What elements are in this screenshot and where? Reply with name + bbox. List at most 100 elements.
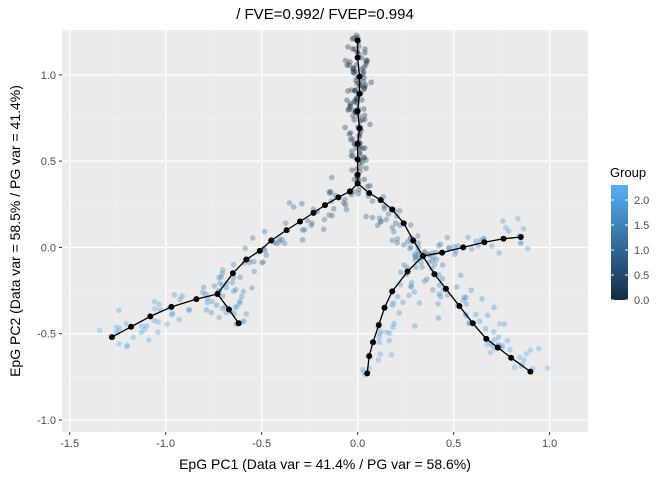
graph-node — [366, 190, 373, 197]
data-point — [329, 212, 335, 219]
data-point — [359, 66, 365, 72]
data-point — [497, 320, 503, 327]
data-point — [412, 323, 418, 329]
data-point — [377, 219, 384, 225]
data-point — [218, 274, 224, 280]
data-point — [346, 106, 352, 112]
data-point — [169, 310, 176, 317]
data-point — [203, 307, 210, 313]
data-point — [436, 291, 442, 297]
data-point — [342, 124, 348, 131]
graph-node — [356, 125, 363, 132]
graph-edge — [232, 259, 247, 274]
graph-edge — [383, 291, 393, 309]
graph-node — [400, 220, 407, 227]
data-point — [439, 275, 446, 282]
graph-edge — [407, 255, 424, 273]
data-point — [361, 106, 367, 112]
graph-edge — [391, 271, 409, 292]
graph-edge — [433, 273, 447, 290]
data-point — [351, 87, 358, 94]
data-point — [376, 330, 383, 337]
data-point — [242, 245, 249, 251]
legend-tick-label: 1.0 — [634, 245, 649, 257]
data-point — [164, 321, 170, 328]
x-tick-label: 0.5 — [446, 438, 461, 450]
graph-node — [404, 268, 411, 275]
data-point — [230, 261, 237, 268]
data-point — [418, 259, 424, 266]
data-point — [351, 69, 357, 76]
data-point — [156, 301, 162, 308]
data-point — [363, 157, 369, 163]
chart-title: / FVE=0.992/ FVEP=0.994 — [236, 6, 414, 23]
data-point — [262, 247, 268, 254]
data-point — [351, 46, 358, 52]
graph-node — [322, 202, 328, 209]
data-point — [463, 294, 469, 301]
x-tick-label: 0.0 — [350, 438, 365, 450]
data-point — [359, 97, 365, 103]
data-point — [391, 228, 397, 235]
data-point — [241, 318, 247, 324]
data-point — [408, 283, 414, 290]
data-point — [396, 310, 402, 316]
data-point — [453, 284, 460, 290]
data-point — [520, 225, 527, 232]
graph-node — [369, 339, 376, 346]
graph-node — [375, 322, 382, 329]
graph-node — [366, 353, 373, 360]
data-point — [490, 329, 497, 335]
data-point — [326, 190, 333, 196]
graph-edge — [458, 305, 474, 324]
data-point — [352, 68, 359, 75]
data-point — [517, 240, 524, 246]
data-point — [444, 234, 451, 241]
graph-node — [268, 237, 275, 244]
graph-edge — [422, 251, 443, 257]
data-point — [451, 243, 457, 250]
graph-node — [226, 306, 233, 313]
graph-node — [442, 285, 449, 292]
data-point — [340, 200, 347, 206]
data-point — [345, 44, 351, 50]
data-point — [259, 259, 265, 266]
data-point — [482, 325, 489, 332]
graph-edge — [372, 324, 380, 343]
graph-node — [456, 303, 463, 310]
data-point — [217, 280, 223, 286]
legend-tick-label: 0.0 — [634, 295, 649, 307]
x-axis-title: EpG PC1 (Data var = 41.4% / PG var = 58.… — [179, 456, 471, 472]
legend-ticks: 0.0 0.5 1.0 1.5 2.0 — [611, 195, 649, 307]
data-point — [376, 339, 383, 346]
data-point — [361, 112, 368, 119]
data-point — [361, 176, 368, 183]
y-tick-label: -0.5 — [37, 329, 56, 341]
graph-edge — [356, 57, 361, 77]
data-point — [349, 46, 356, 52]
data-point — [361, 116, 368, 123]
data-point — [394, 293, 401, 300]
data-point — [96, 327, 103, 334]
graph-node — [431, 271, 438, 278]
data-point — [495, 334, 502, 341]
data-point — [353, 86, 360, 93]
data-point — [342, 201, 349, 208]
data-point — [350, 65, 357, 72]
graph-node — [439, 249, 446, 256]
data-point — [155, 319, 162, 325]
data-point — [349, 36, 356, 42]
data-point — [304, 217, 311, 224]
data-point — [237, 298, 243, 304]
data-point — [309, 220, 315, 226]
data-point — [219, 305, 226, 312]
data-point — [408, 279, 415, 286]
data-point — [263, 252, 270, 259]
data-point — [389, 224, 396, 231]
legend-tick-label: 2.0 — [634, 195, 649, 207]
data-point — [375, 357, 382, 363]
data-point — [260, 259, 266, 265]
data-point — [237, 274, 244, 281]
graph-node — [128, 323, 135, 330]
data-point — [457, 272, 464, 279]
